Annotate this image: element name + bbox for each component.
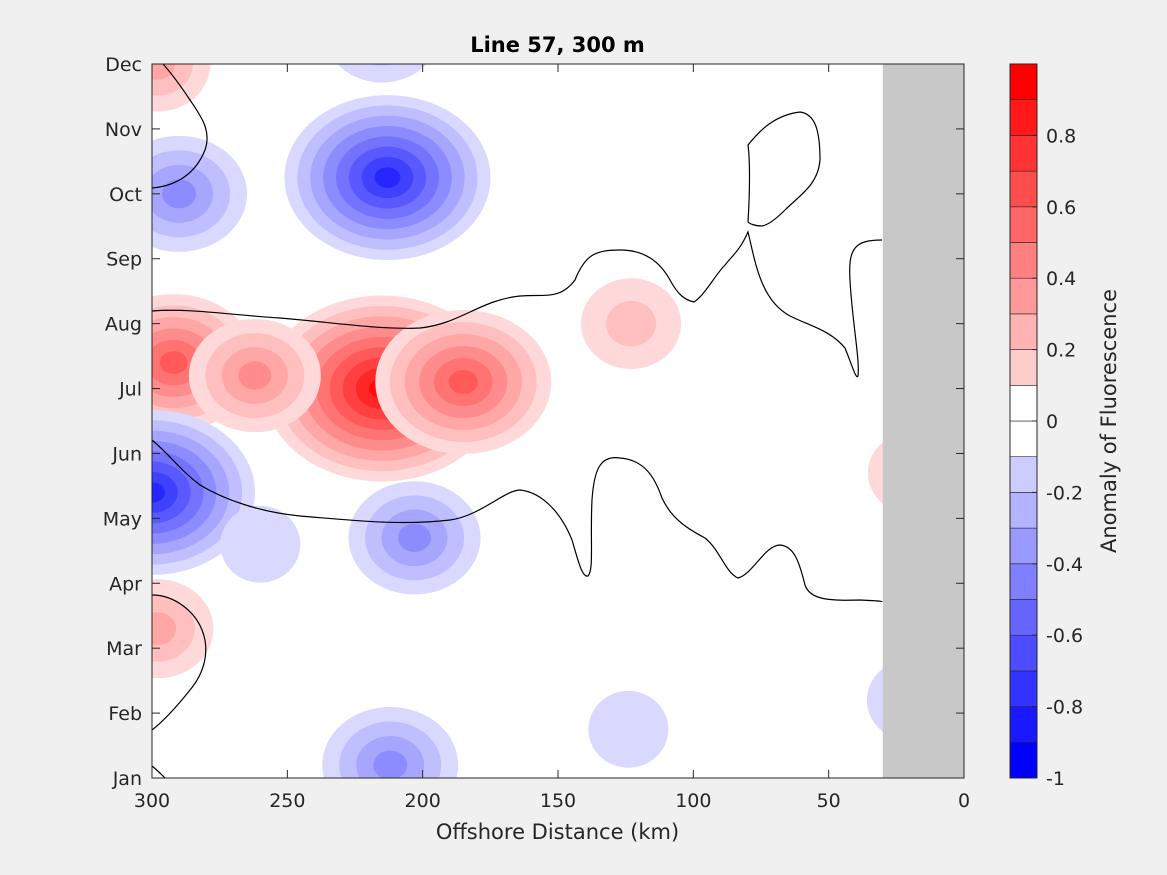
zero-contour	[747, 111, 821, 227]
chart-title: Line 57, 300 m	[470, 33, 645, 57]
zero-contour-lines	[151, 63, 883, 779]
y-tick-label: Apr	[109, 573, 142, 595]
y-tick-label: May	[103, 508, 142, 530]
anomaly-level	[159, 351, 188, 374]
x-tick-label: 50	[817, 790, 841, 812]
colorbar: 0.8 0.6 0.4 0.2 0 -0.2 -0.4 -0.6 -0.8 -1 Anomaly …	[1009, 63, 1121, 790]
colorbar-label: Anomaly of Fluorescence	[1097, 289, 1121, 553]
anomaly-level	[162, 179, 197, 209]
y-tick-label: Sep	[106, 249, 142, 271]
colorbar-bin	[1009, 349, 1038, 386]
y-tick-label: Oct	[109, 184, 142, 206]
anomaly-level	[373, 750, 408, 778]
y-tick-label: Feb	[108, 703, 142, 725]
axes: 300 250 200 150 100 50 0 Jan Feb Mar Apr May Jun Jul A…	[103, 54, 970, 812]
colorbar-bin	[1009, 527, 1038, 565]
anomaly-negative	[152, 135, 248, 252]
colorbar-bin	[1009, 135, 1038, 172]
anomaly-positive	[581, 278, 682, 370]
colorbar-bin	[1009, 741, 1038, 779]
colorbar-bin	[1009, 384, 1038, 422]
colorbar-bin	[1009, 277, 1038, 315]
anomaly-level	[370, 64, 394, 66]
zero-contour	[151, 594, 207, 731]
colorbar-bin	[1009, 563, 1038, 600]
x-tick-label: 200	[405, 790, 441, 812]
anomaly-field	[152, 15, 953, 778]
y-tick-label: Aug	[105, 314, 142, 336]
anomaly-level	[337, 64, 427, 83]
anomaly-level	[606, 300, 657, 347]
x-tick-label: 0	[958, 790, 970, 812]
anomaly-negative	[322, 707, 459, 778]
y-tick-label: Nov	[105, 119, 142, 141]
colorbar-bin	[1009, 599, 1038, 636]
colorbar-tick-label: 0.2	[1046, 340, 1076, 362]
colorbar-bin	[1009, 63, 1038, 101]
colorbar-bin	[1009, 634, 1038, 672]
anomaly-negative	[284, 95, 491, 261]
y-tick-label: Jul	[118, 379, 142, 401]
y-tick-label: Mar	[106, 638, 142, 660]
colorbar-bins	[1009, 63, 1038, 779]
colorbar-tick-label: -0.6	[1046, 625, 1083, 647]
colorbar-bin	[1009, 313, 1038, 350]
colorbar-tick-label: -0.4	[1046, 554, 1083, 576]
colorbar-bin	[1009, 492, 1038, 529]
x-tick-label: 100	[675, 790, 711, 812]
anomaly-positive	[375, 310, 552, 455]
anomaly-level	[363, 15, 402, 49]
x-axis-label: Offshore Distance (km)	[436, 820, 679, 844]
y-tick-label: Dec	[105, 54, 142, 76]
zero-contour	[151, 765, 166, 779]
zero-contour	[151, 63, 208, 189]
colorbar-frame	[1009, 63, 1038, 779]
colorbar-tick-label: 0	[1046, 411, 1058, 433]
zero-contour	[151, 230, 883, 378]
anomaly-level	[588, 690, 669, 768]
x-tick-label: 150	[540, 790, 576, 812]
colorbar-tick-label: -0.2	[1046, 482, 1083, 504]
anomaly-negative	[348, 481, 481, 595]
colorbar-bin	[1009, 456, 1038, 493]
colorbar-bin	[1009, 706, 1038, 743]
plot-area	[151, 15, 964, 779]
anomaly-positive	[188, 318, 321, 433]
colorbar-bin	[1009, 99, 1038, 136]
y-tick-label: Jun	[111, 443, 142, 465]
anomaly-level	[152, 64, 176, 80]
anomaly-level	[374, 167, 401, 188]
colorbar-bin	[1009, 242, 1038, 279]
anomaly-level	[220, 505, 301, 583]
colorbar-tick-label: 0.4	[1046, 268, 1076, 290]
anomaly-level	[152, 612, 177, 646]
colorbar-ticks: 0.8 0.6 0.4 0.2 0 -0.2 -0.4 -0.6 -0.8 -1	[1032, 125, 1083, 790]
zero-contour	[151, 439, 883, 603]
anomaly-negative	[220, 505, 301, 583]
colorbar-bin	[1009, 420, 1038, 458]
x-tick-label: 300	[134, 790, 170, 812]
colorbar-bin	[1009, 670, 1038, 707]
colorbar-bin	[1009, 206, 1038, 243]
anomaly-level	[448, 370, 478, 395]
colorbar-bin	[1009, 170, 1038, 208]
no-data-region	[882, 64, 964, 778]
anomaly-level	[238, 361, 272, 390]
x-tick-label: 250	[269, 790, 305, 812]
colorbar-tick-label: 0.6	[1046, 197, 1076, 219]
anomaly-level	[398, 523, 432, 552]
colorbar-tick-label: 0.8	[1046, 125, 1076, 147]
colorbar-tick-label: -1	[1046, 768, 1065, 790]
anomaly-level	[152, 482, 165, 503]
y-tick-label: Jan	[112, 768, 142, 790]
colorbar-tick-label: -0.8	[1046, 697, 1083, 719]
anomaly-negative	[588, 690, 669, 768]
anomaly-positive	[152, 579, 214, 679]
